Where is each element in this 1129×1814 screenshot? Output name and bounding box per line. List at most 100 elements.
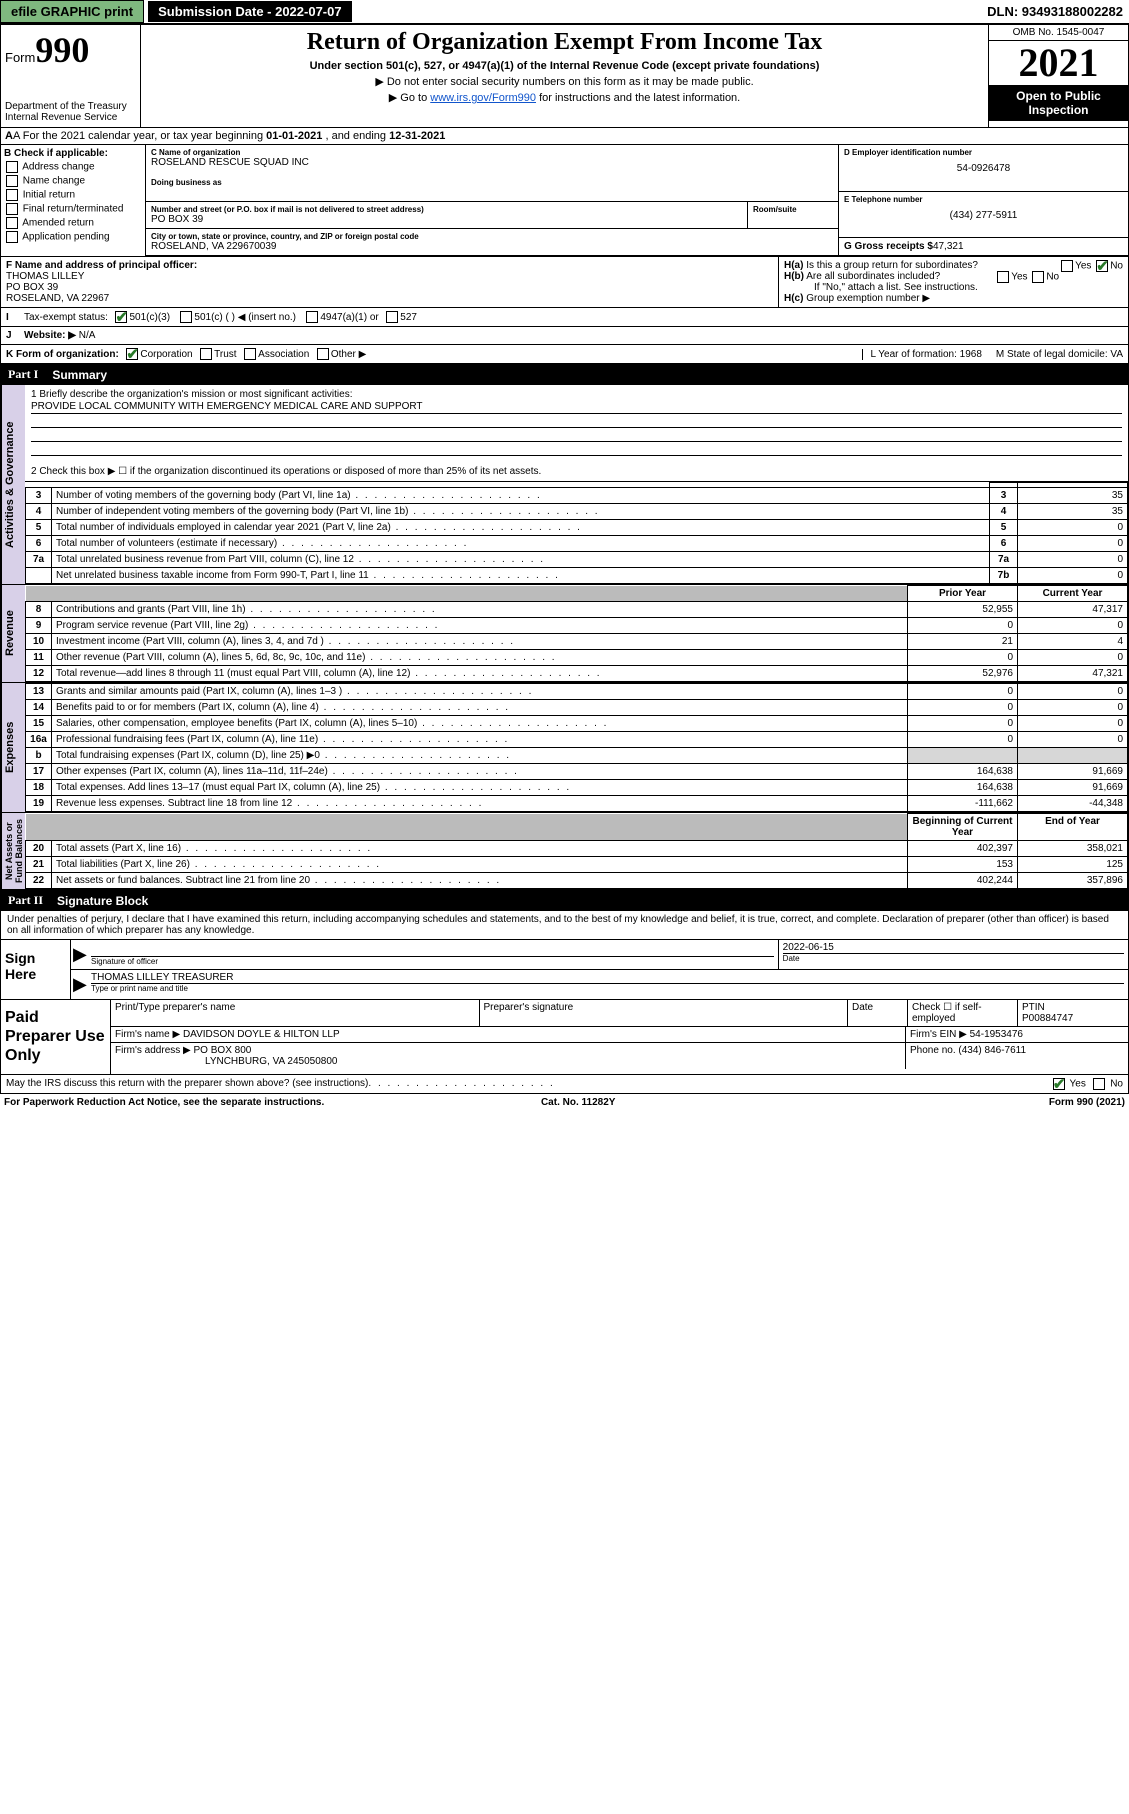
mission-block: 1 Briefly describe the organization's mi… [25,385,1128,482]
efile-print-button[interactable]: efile GRAPHIC print [0,0,144,23]
preparer-name-col: Print/Type preparer's name [111,1000,480,1026]
part-i-header: Part ISummary [0,364,1129,385]
firm-name-cell: Firm's name ▶ DAVIDSON DOYLE & HILTON LL… [111,1027,906,1042]
4947-checkbox[interactable] [306,311,318,323]
form-title: Return of Organization Exempt From Incom… [145,29,984,56]
gross-receipts-cell: G Gross receipts $47,321 [839,238,1128,255]
irs-discuss-row: May the IRS discuss this return with the… [0,1075,1129,1094]
table-row: 14Benefits paid to or for members (Part … [26,700,1128,716]
association-checkbox[interactable] [244,348,256,360]
expenses-tab: Expenses [1,683,25,812]
firm-address-cell: Firm's address ▶ PO BOX 800 LYNCHBURG, V… [111,1043,906,1069]
paid-preparer-label: Paid Preparer Use Only [1,1000,111,1074]
501c-checkbox[interactable] [180,311,192,323]
page-footer: For Paperwork Reduction Act Notice, see … [0,1094,1129,1111]
firm-ein-cell: Firm's EIN ▶ 54-1953476 [906,1027,1128,1042]
tax-exempt-row: I Tax-exempt status: 501(c)(3) 501(c) ( … [0,308,1129,327]
officer-signature-field[interactable]: Signature of officer [87,940,779,969]
form-number: Form990 [5,29,136,71]
hb-yes-checkbox[interactable] [997,271,1009,283]
ha-no-checkbox[interactable] [1096,260,1108,272]
netassets-tab: Net Assets or Fund Balances [1,813,25,889]
table-row: 3Number of voting members of the governi… [26,488,1128,504]
amended-return-checkbox[interactable] [6,217,18,229]
firm-phone-cell: Phone no. (434) 846-7611 [906,1043,1128,1069]
omb-number: OMB No. 1545-0047 [989,25,1128,41]
table-row: 15Salaries, other compensation, employee… [26,716,1128,732]
corporation-checkbox[interactable] [126,348,138,360]
table-row: bTotal fundraising expenses (Part IX, co… [26,748,1128,764]
part-ii-header: Part IISignature Block [0,890,1129,911]
identity-block: B Check if applicable: Address change Na… [0,145,1129,257]
state-domicile: M State of legal domicile: VA [996,349,1123,360]
expenses-table: 13Grants and similar amounts paid (Part … [25,683,1128,812]
table-row: 12Total revenue—add lines 8 through 11 (… [26,666,1128,682]
table-row: 13Grants and similar amounts paid (Part … [26,684,1128,700]
expenses-section: Expenses 13Grants and similar amounts pa… [0,683,1129,813]
instructions-link-line: ▶ Go to www.irs.gov/Form990 for instruct… [145,91,984,104]
final-return-checkbox[interactable] [6,203,18,215]
tax-year-row: AA For the 2021 calendar year, or tax ye… [0,128,1129,145]
table-row: 7aTotal unrelated business revenue from … [26,552,1128,568]
table-row: 19Revenue less expenses. Subtract line 1… [26,796,1128,812]
part-i-body: Activities & Governance 1 Briefly descri… [0,385,1129,585]
governance-table: 3Number of voting members of the governi… [25,482,1128,584]
name-caret-icon: ▶ [71,970,87,999]
form-org-row: K Form of organization: Corporation Trus… [0,345,1129,364]
street-cell: Number and street (or P.O. box if mail i… [146,202,748,228]
501c3-checkbox[interactable] [115,311,127,323]
governance-tab: Activities & Governance [1,385,25,584]
initial-return-checkbox[interactable] [6,189,18,201]
revenue-tab: Revenue [1,585,25,682]
year-formation: L Year of formation: 1968 [871,349,982,360]
submission-date: Submission Date - 2022-07-07 [148,1,352,22]
ptin-col: PTINP00884747 [1018,1000,1128,1026]
ha-yes-checkbox[interactable] [1061,260,1073,272]
table-row: 11Other revenue (Part VIII, column (A), … [26,650,1128,666]
527-checkbox[interactable] [386,311,398,323]
self-employed-col: Check ☐ if self-employed [908,1000,1018,1026]
room-cell: Room/suite [748,202,838,228]
discuss-no-checkbox[interactable] [1093,1078,1105,1090]
table-row: 8Contributions and grants (Part VIII, li… [26,602,1128,618]
table-row: 16aProfessional fundraising fees (Part I… [26,732,1128,748]
revenue-table: Prior YearCurrent Year8Contributions and… [25,585,1128,682]
principal-officer: F Name and address of principal officer:… [1,257,778,307]
address-change-checkbox[interactable] [6,161,18,173]
table-row: 9Program service revenue (Part VIII, lin… [26,618,1128,634]
discuss-yes-checkbox[interactable] [1053,1078,1065,1090]
name-change-checkbox[interactable] [6,175,18,187]
preparer-sig-col[interactable]: Preparer's signature [480,1000,849,1026]
form-subtitle: Under section 501(c), 527, or 4947(a)(1)… [145,60,984,72]
ein-cell: D Employer identification number 54-0926… [839,145,1128,192]
table-row: Net unrelated business taxable income fr… [26,568,1128,584]
application-pending-checkbox[interactable] [6,231,18,243]
hb-no-checkbox[interactable] [1032,271,1044,283]
table-row: 20Total assets (Part X, line 16)402,3973… [26,841,1128,857]
table-row: 18Total expenses. Add lines 13–17 (must … [26,780,1128,796]
revenue-section: Revenue Prior YearCurrent Year8Contribut… [0,585,1129,683]
website-row: J Website: ▶ N/A [0,327,1129,345]
dln-label: DLN: 93493188002282 [981,1,1129,22]
table-row: 22Net assets or fund balances. Subtract … [26,873,1128,889]
paid-preparer-block: Paid Preparer Use Only Print/Type prepar… [0,1000,1129,1075]
applicable-checkboxes: B Check if applicable: Address change Na… [1,145,146,256]
table-row: 21Total liabilities (Part X, line 26)153… [26,857,1128,873]
form-header: Form990 Department of the Treasury Inter… [0,24,1129,128]
signature-caret-icon: ▶ [71,940,87,969]
open-inspection: Open to Public Inspection [989,85,1128,121]
sign-block: Sign Here ▶ Signature of officer 2022-06… [0,940,1129,1000]
netassets-section: Net Assets or Fund Balances Beginning of… [0,813,1129,890]
other-checkbox[interactable] [317,348,329,360]
table-row: 5Total number of individuals employed in… [26,520,1128,536]
instructions-link[interactable]: www.irs.gov/Form990 [430,92,536,104]
group-return: H(a) Is this a group return for subordin… [778,257,1128,307]
org-name-cell: C Name of organization ROSELAND RESCUE S… [146,145,838,202]
city-cell: City or town, state or province, country… [146,229,838,255]
trust-checkbox[interactable] [200,348,212,360]
table-row: 6Total number of volunteers (estimate if… [26,536,1128,552]
top-bar: efile GRAPHIC print Submission Date - 20… [0,0,1129,24]
telephone-cell: E Telephone number (434) 277-5911 [839,192,1128,239]
dept-label: Department of the Treasury Internal Reve… [5,101,136,123]
ssn-note: ▶ Do not enter social security numbers o… [145,75,984,88]
